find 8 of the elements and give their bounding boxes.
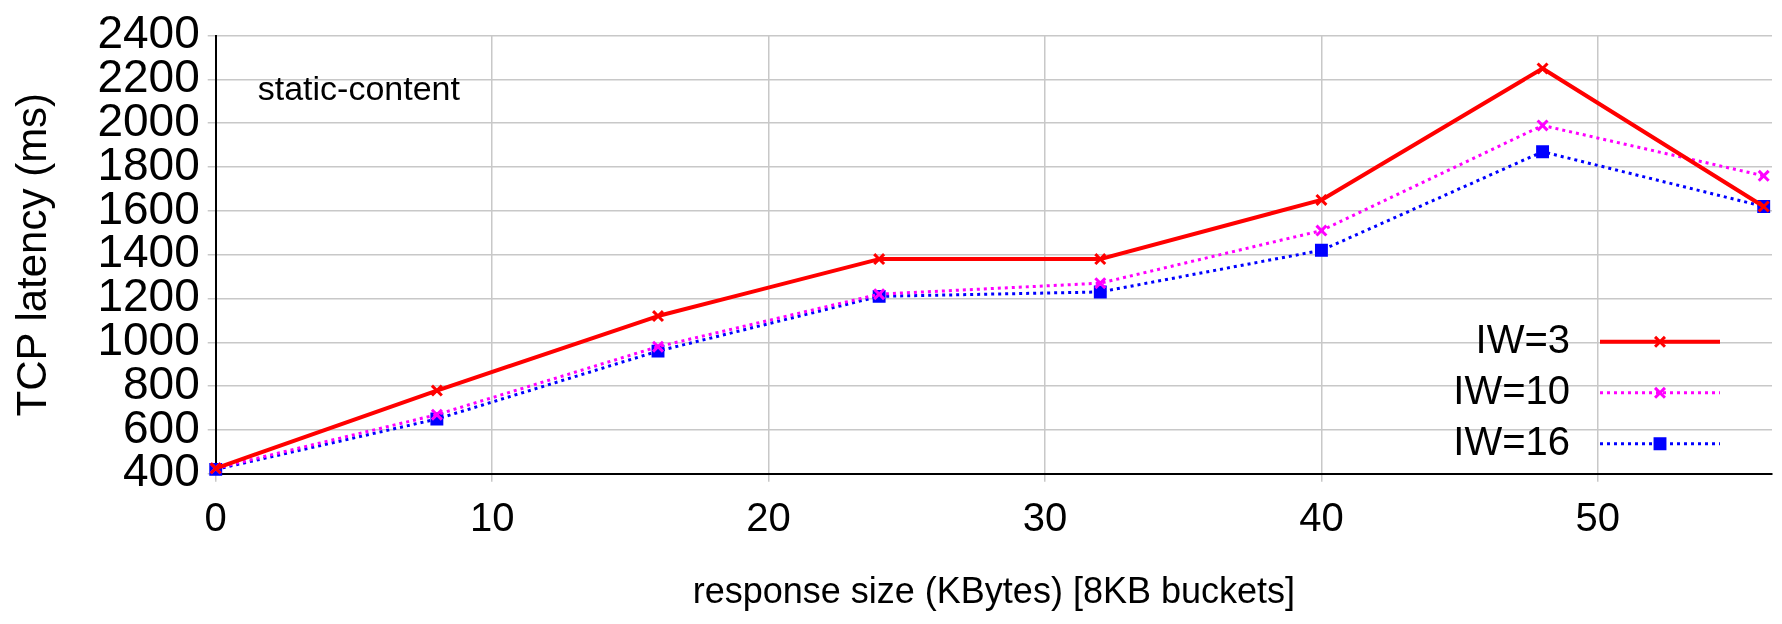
x-tick-label: 10 xyxy=(469,494,515,539)
x-axis-title: response size (KBytes) [8KB buckets] xyxy=(692,570,1295,612)
x-tick-label: 20 xyxy=(746,494,791,539)
x-tick-label: 40 xyxy=(1299,494,1344,539)
y-axis-title: TCP latency (ms) xyxy=(7,92,55,417)
x-tick-label: 50 xyxy=(1575,494,1621,539)
x-tick-label: 0 xyxy=(204,494,227,539)
x-tick-label: 30 xyxy=(1022,494,1068,539)
